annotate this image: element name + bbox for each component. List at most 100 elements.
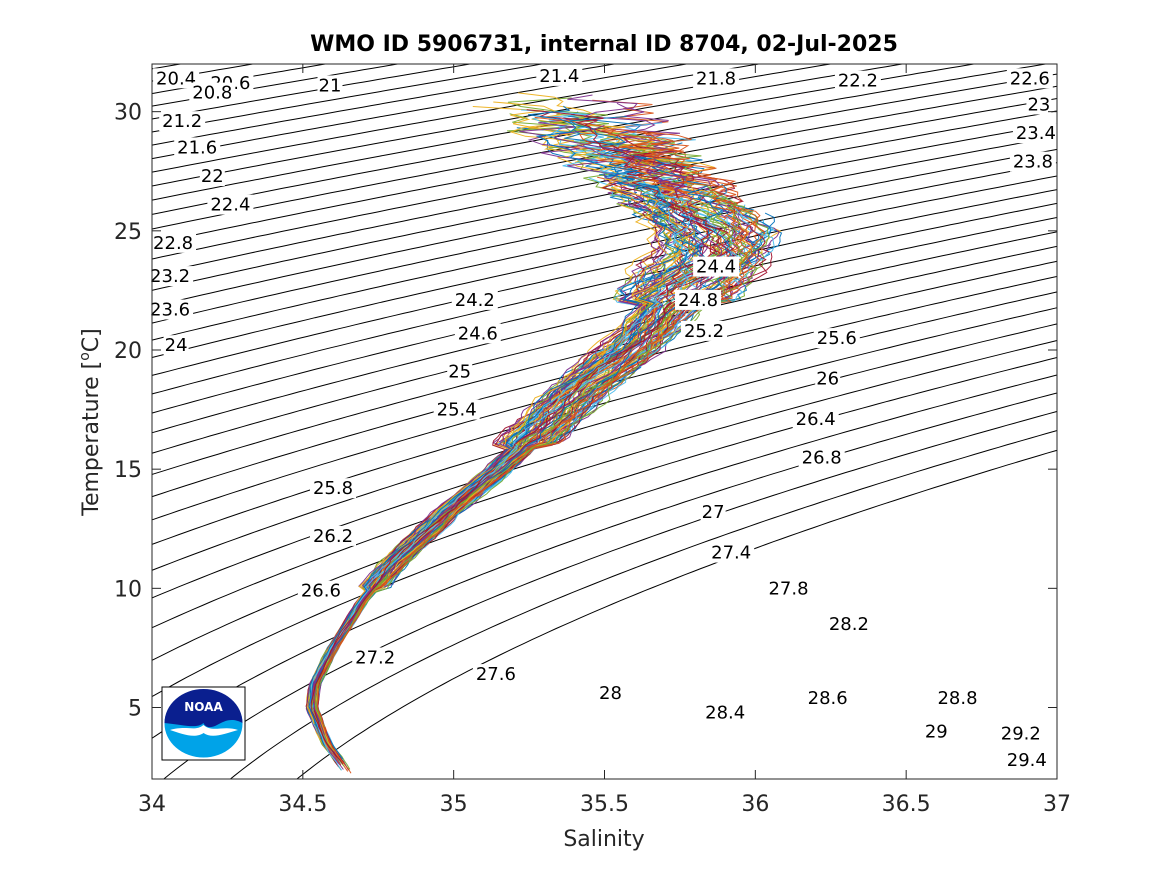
contour-label-bg-11 xyxy=(1006,68,1053,89)
profile-line-41 xyxy=(310,175,694,713)
contour-label-34: 27.2 xyxy=(355,648,395,669)
isopycnal-28 xyxy=(152,175,1057,376)
contour-label-3: 21 xyxy=(319,75,342,96)
isopycnal-14 xyxy=(152,64,690,160)
contour-label-5: 21.4 xyxy=(539,66,579,87)
contour-label-45: 29.4 xyxy=(1007,750,1047,771)
contour-label-4: 21.2 xyxy=(162,111,202,132)
contour-label-2: 20.8 xyxy=(192,83,232,104)
contour-label-31: 26.6 xyxy=(301,581,341,602)
isopycnal-11 xyxy=(152,64,473,120)
noaa-logo: NOAA xyxy=(161,686,246,761)
isopycnal-43 xyxy=(163,410,1057,779)
contour-label-16: 23.6 xyxy=(150,300,190,321)
contour-label-bg-0 xyxy=(153,68,200,89)
contour-label-7: 21.8 xyxy=(696,68,736,89)
isopycnal-27 xyxy=(152,162,1057,359)
contour-label-bg-4 xyxy=(159,111,206,132)
contour-label-bg-36 xyxy=(472,664,519,685)
contour-label-22: 24.8 xyxy=(678,290,718,311)
y-tick-label-3: 20 xyxy=(114,339,142,364)
y-tick-label-1: 10 xyxy=(114,577,142,602)
isopycnal-36 xyxy=(152,291,1057,545)
contour-label-bg-34 xyxy=(352,647,399,668)
contour-label-bg-14 xyxy=(147,266,194,287)
contour-label-bg-10 xyxy=(207,194,254,215)
y-tick-label-0: 5 xyxy=(128,697,142,722)
isopycnal-31 xyxy=(152,216,1057,434)
contour-label-bg-40 xyxy=(702,702,749,723)
contour-label-40: 28.4 xyxy=(705,702,745,723)
y-axis-label-main: Temperature [ xyxy=(79,361,104,517)
plot-area xyxy=(122,0,1079,779)
profile-lines xyxy=(305,92,783,774)
contour-label-bg-17 xyxy=(1009,151,1056,172)
x-tick-label-1: 34.5 xyxy=(278,792,327,817)
profile-line-97 xyxy=(310,109,722,758)
contour-label-33: 27 xyxy=(702,502,725,523)
profile-line-94 xyxy=(313,124,723,735)
isopycnal-44 xyxy=(229,430,1057,779)
contour-label-10: 22.4 xyxy=(210,195,250,216)
svg-text:NOAA: NOAA xyxy=(184,700,223,714)
x-axis-label: Salinity xyxy=(563,827,644,852)
isopycnal-25 xyxy=(152,135,1057,324)
contour-label-35: 27.4 xyxy=(711,543,751,564)
isopycnal-15 xyxy=(152,64,762,173)
isopycnal-2 xyxy=(122,0,1079,14)
contour-label-32: 26.8 xyxy=(802,447,842,468)
contour-label-41: 28.6 xyxy=(808,688,848,709)
contour-label-bg-39 xyxy=(825,614,872,635)
contour-label-14: 23.2 xyxy=(150,266,190,287)
contour-label-27: 25.8 xyxy=(313,478,353,499)
contour-label-0: 20.4 xyxy=(156,68,196,89)
isopycnal-30 xyxy=(152,202,1057,414)
x-tick-label-4: 36 xyxy=(741,792,769,817)
isopycnal-24 xyxy=(152,123,1057,307)
isopycnal-32 xyxy=(152,231,1057,454)
isopycnal-22 xyxy=(152,98,1057,276)
isopycnal-26 xyxy=(152,148,1057,341)
contour-label-bg-22 xyxy=(675,289,721,310)
contour-label-bg-33 xyxy=(700,502,726,523)
x-axis: 34 34.5 35 35.5 36 36.5 37 xyxy=(138,64,1071,817)
chart-title: WMO ID 5906731, internal ID 8704, 02-Jul… xyxy=(310,32,898,57)
contour-label-bg-38 xyxy=(598,683,623,704)
x-tick-label-2: 35 xyxy=(440,792,468,817)
contour-label-13: 23 xyxy=(1027,95,1050,116)
contour-label-bg-12 xyxy=(150,232,197,253)
contour-label-bg-41 xyxy=(804,688,851,708)
y-axis: 5 10 15 20 25 30 xyxy=(114,101,1057,722)
contour-label-bg-19 xyxy=(451,289,498,310)
y-tick-label-4: 25 xyxy=(114,220,142,245)
contour-label-19: 24.2 xyxy=(455,290,495,311)
x-tick-label-5: 36.5 xyxy=(882,792,931,817)
contour-label-bg-13 xyxy=(1026,94,1052,115)
profile-line-83 xyxy=(317,225,768,771)
profile-line-6 xyxy=(315,241,756,761)
contour-label-bg-44 xyxy=(997,723,1044,744)
contour-label-bg-25 xyxy=(433,399,480,420)
contour-label-bg-8 xyxy=(199,166,225,186)
contour-labels: 20.420.620.82121.221.421.621.82222.222.4… xyxy=(147,65,1059,771)
isopycnal-38 xyxy=(152,323,1057,599)
contour-label-43: 29 xyxy=(925,721,948,742)
contour-label-bg-3 xyxy=(317,75,343,96)
isopycnal-41 xyxy=(152,374,1057,698)
isopycnal-39 xyxy=(152,340,1057,629)
contour-label-bg-29 xyxy=(310,525,356,546)
isopycnal-23 xyxy=(152,110,1057,291)
isopycnal-1 xyxy=(122,0,1007,3)
contour-label-bg-26 xyxy=(813,328,860,349)
contour-label-28: 26 xyxy=(816,369,839,390)
x-tick-label-3: 35.5 xyxy=(580,792,629,817)
contour-label-30: 26.4 xyxy=(796,409,836,430)
contour-label-36: 27.6 xyxy=(476,664,516,685)
contour-label-bg-30 xyxy=(792,409,839,430)
contour-label-bg-23 xyxy=(447,361,473,382)
contour-label-bg-6 xyxy=(174,137,221,158)
contour-label-bg-9 xyxy=(834,70,881,91)
contour-label-6: 21.6 xyxy=(177,137,217,158)
contour-label-bg-18 xyxy=(163,335,189,356)
contour-label-42: 28.8 xyxy=(937,688,977,709)
